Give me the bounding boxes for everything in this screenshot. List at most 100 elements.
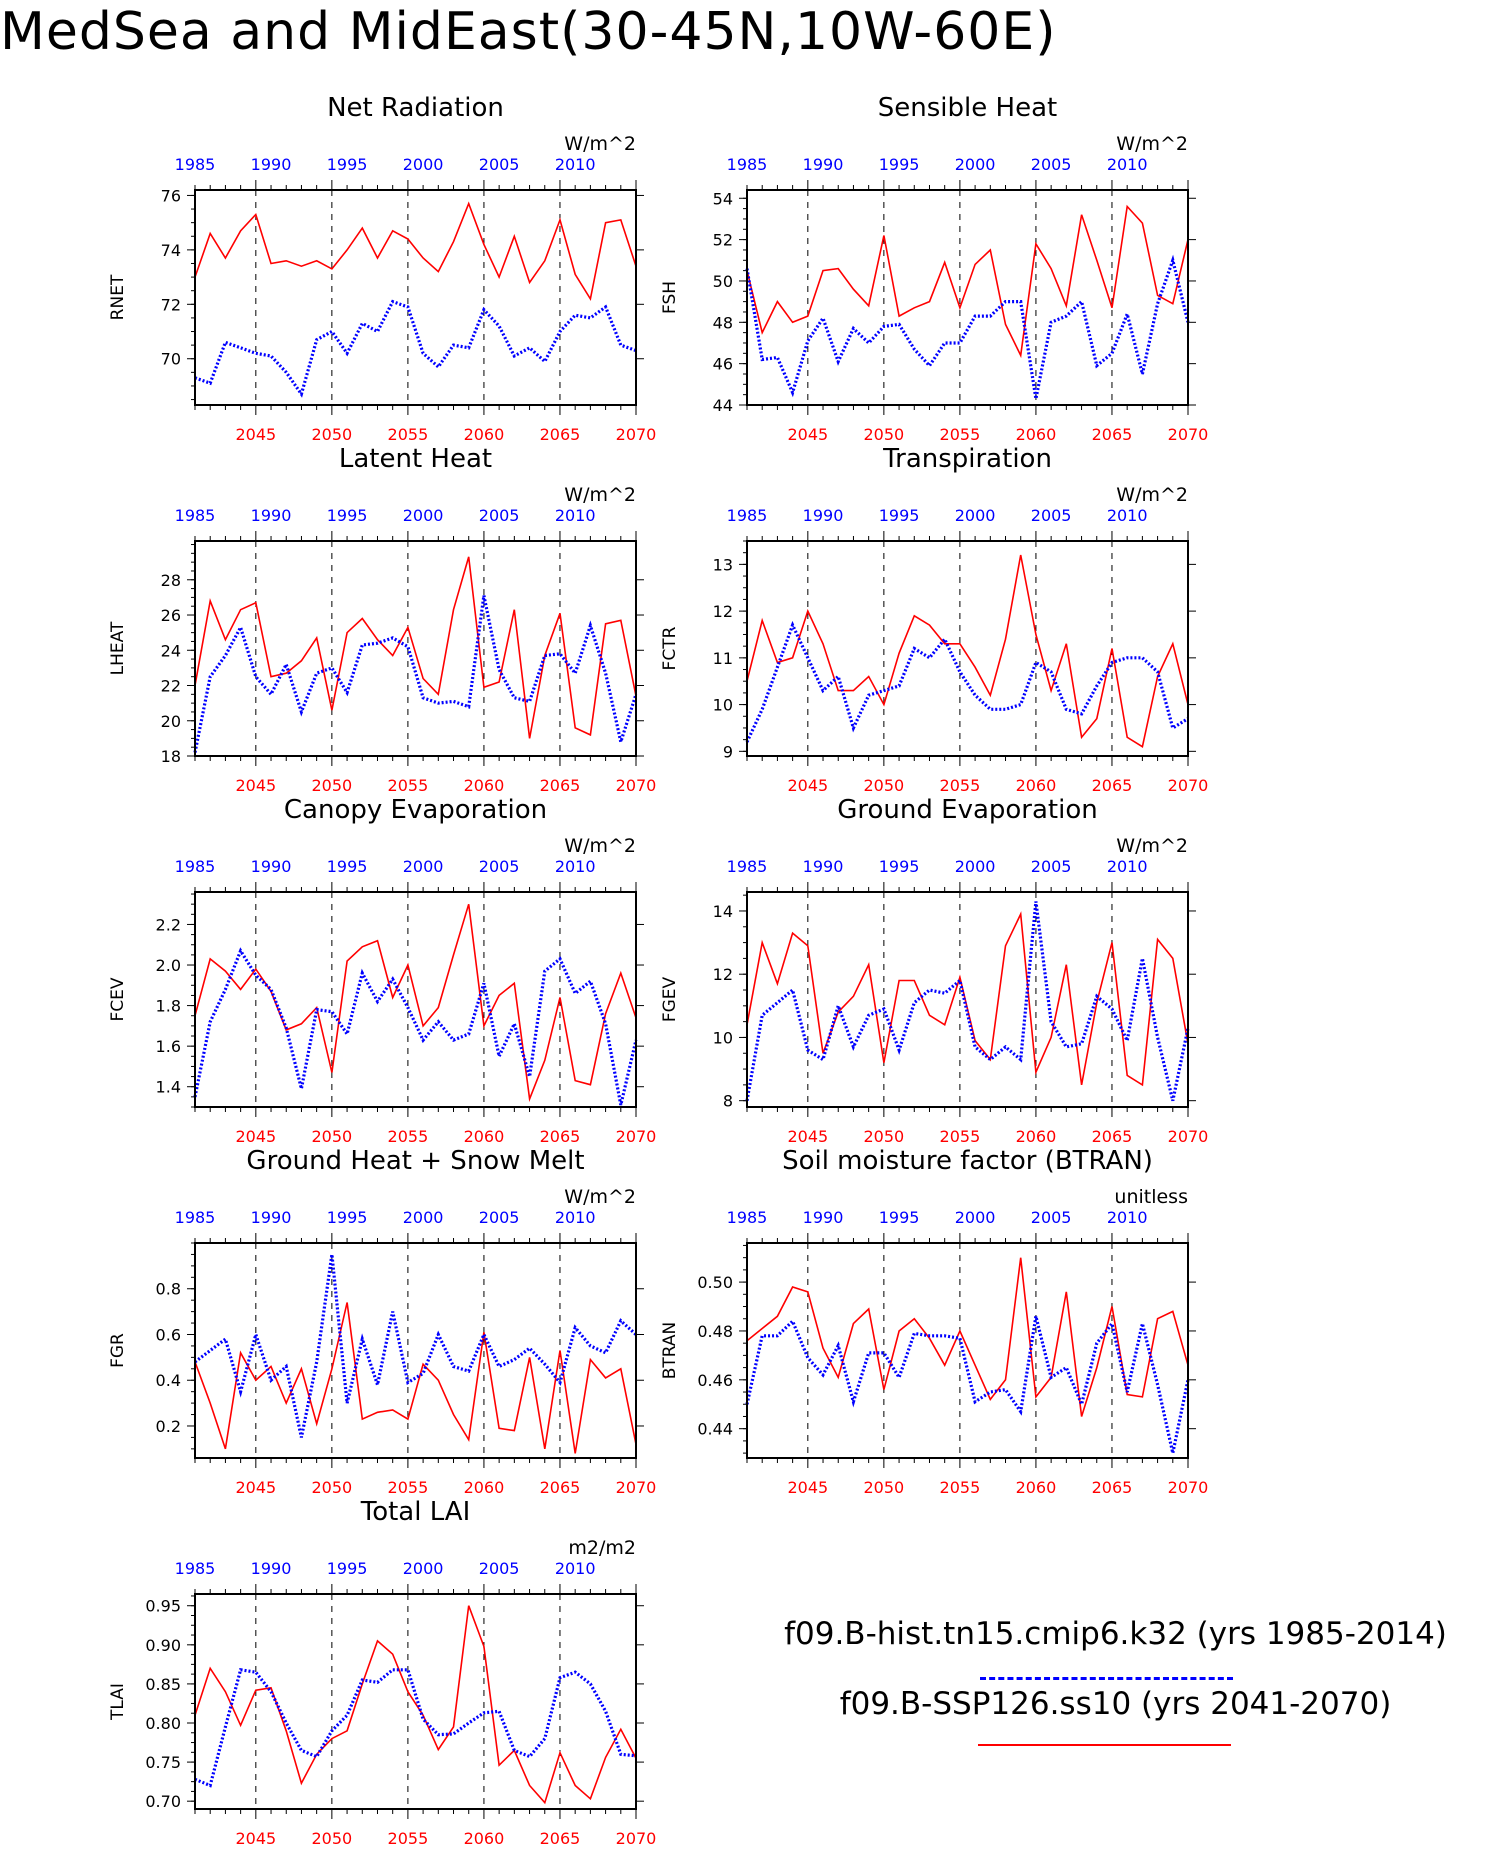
panel-5-top-tick-label: 1985 — [175, 857, 216, 876]
panel-6-series-ssp — [746, 911, 1189, 1087]
panel-2-units: W/m^2 — [1116, 133, 1188, 155]
panel-1-top-tick-label: 2000 — [403, 155, 444, 174]
panel-3-y-tick-label: 24 — [161, 641, 181, 660]
panel-5-series-ssp — [194, 903, 637, 1103]
panel-4-bottom-tick-label: 2070 — [1168, 776, 1209, 795]
panel-5-bottom-tick-label: 2055 — [388, 1127, 429, 1146]
panel-2-bottom-tick-label: 2060 — [1016, 425, 1057, 444]
panel-9-units: m2/m2 — [568, 1537, 636, 1559]
panel-9-bottom-tick-label: 2065 — [540, 1829, 581, 1848]
panel-5-y-tick-label: 1.6 — [156, 1037, 181, 1056]
panel-3-title: Latent Heat — [339, 444, 492, 474]
panel-4-y-tick-label: 13 — [713, 555, 733, 574]
panel-2-top-tick-label: 1990 — [803, 155, 844, 174]
panel-6-y-tick-label: 12 — [713, 965, 733, 984]
panel-7-bottom-tick-label: 2060 — [464, 1478, 505, 1497]
panel-6-top-tick-label: 1990 — [803, 857, 844, 876]
panel-1-title: Net Radiation — [327, 93, 504, 123]
panel-1-top-tick-label: 1985 — [175, 155, 216, 174]
panel-6-bottom-tick-label: 2050 — [864, 1127, 905, 1146]
panel-6-y-tick-label: 8 — [723, 1092, 733, 1111]
panel-1-y-tick-label: 70 — [161, 350, 181, 369]
panel-2-ylabel: FSH — [660, 281, 680, 314]
panel-9-bottom-tick-label: 2060 — [464, 1829, 505, 1848]
panel-5-y-tick-label: 2.0 — [156, 956, 181, 975]
panel-4-frame — [746, 540, 1189, 757]
panel-3-y-tick-label: 26 — [161, 606, 181, 625]
panel-2-y-tick-label: 50 — [713, 272, 733, 291]
panel-4-y-tick-label: 11 — [713, 649, 733, 668]
panel-2-top-tick-label: 2010 — [1107, 155, 1148, 174]
panel-1-top-tick-label: 2005 — [479, 155, 520, 174]
panel-2-title: Sensible Heat — [878, 93, 1057, 123]
panel-9-series-hist — [194, 1667, 637, 1788]
panel-8-series-hist — [745, 1315, 1190, 1454]
panel-6-series-hist — [745, 901, 1190, 1102]
panel-3-top-tick-label: 2005 — [479, 506, 520, 525]
panel-1-y-tick-label: 76 — [161, 186, 181, 205]
panel-2-y-tick-label: 48 — [713, 313, 733, 332]
panel-4-top-tick-label: 2000 — [955, 506, 996, 525]
panel-4-bottom-tick-label: 2050 — [864, 776, 905, 795]
panel-5-bottom-tick-label: 2065 — [540, 1127, 581, 1146]
panel-6-ylabel: FGEV — [660, 976, 680, 1022]
panel-1-bottom-tick-label: 2050 — [312, 425, 353, 444]
panel-5-frame — [194, 891, 637, 1108]
panel-7-bottom-tick-label: 2055 — [388, 1478, 429, 1497]
panel-3-y-tick-label: 18 — [161, 747, 181, 766]
panel-6-top-tick-label: 2010 — [1107, 857, 1148, 876]
panel-6-top-tick-label: 2005 — [1031, 857, 1072, 876]
panel-4-bottom-tick-label: 2045 — [787, 776, 828, 795]
panel-6-bottom-tick-label: 2060 — [1016, 1127, 1057, 1146]
panel-2-series-ssp — [746, 204, 1189, 359]
panel-2-top-tick-label: 2005 — [1031, 155, 1072, 174]
panel-5-units: W/m^2 — [564, 835, 636, 857]
panel-3-bottom-tick-label: 2065 — [540, 776, 581, 795]
panel-6-y-tick-label: 14 — [713, 902, 733, 921]
panel-6-bottom-tick-label: 2045 — [787, 1127, 828, 1146]
panel-3-bottom-tick-label: 2050 — [312, 776, 353, 795]
panel-7-bottom-tick-label: 2050 — [312, 1478, 353, 1497]
panel-7-top-tick-label: 2000 — [403, 1208, 444, 1227]
panel-6-bottom-tick-label: 2070 — [1168, 1127, 1209, 1146]
panel-9-y-tick-label: 0.80 — [145, 1714, 181, 1733]
panel-4-top-tick-label: 2010 — [1107, 506, 1148, 525]
panel-5-top-tick-label: 1990 — [251, 857, 292, 876]
panel-4-top-tick-label: 1995 — [879, 506, 920, 525]
panel-5-y-tick-label: 2.2 — [156, 915, 181, 934]
panel-8-frame — [746, 1242, 1189, 1459]
panel-8-y-tick-label: 0.44 — [697, 1420, 733, 1439]
panel-8-bottom-tick-label: 2070 — [1168, 1478, 1209, 1497]
panel-9-y-tick-label: 0.75 — [145, 1753, 181, 1772]
panel-9-series-ssp — [194, 1605, 637, 1805]
panel-4-units: W/m^2 — [1116, 484, 1188, 506]
panel-1-bottom-tick-label: 2045 — [235, 425, 276, 444]
panel-7-units: W/m^2 — [564, 1186, 636, 1208]
panel-4-top-tick-label: 1990 — [803, 506, 844, 525]
panel-7-title: Ground Heat + Snow Melt — [246, 1146, 584, 1176]
panel-7-top-tick-label: 2005 — [479, 1208, 520, 1227]
panel-3-series-hist — [193, 595, 638, 753]
panel-5-bottom-tick-label: 2070 — [616, 1127, 657, 1146]
panel-3-ylabel: LHEAT — [108, 621, 128, 675]
panel-4-y-tick-label: 10 — [713, 696, 733, 715]
panel-3-bottom-tick-label: 2060 — [464, 776, 505, 795]
panel-6-top-tick-label: 2000 — [955, 857, 996, 876]
panel-1-bottom-tick-label: 2060 — [464, 425, 505, 444]
panel-3-bottom-tick-label: 2055 — [388, 776, 429, 795]
panel-3-y-tick-label: 20 — [161, 712, 181, 731]
panel-8-title: Soil moisture factor (BTRAN) — [782, 1146, 1153, 1176]
panel-9-bottom-tick-label: 2055 — [388, 1829, 429, 1848]
panel-2-series-hist — [745, 254, 1190, 400]
panel-8-units: unitless — [1114, 1186, 1188, 1208]
panel-1-frame — [194, 189, 637, 406]
panel-9-frame — [194, 1593, 637, 1810]
panel-7-series-hist — [194, 1254, 638, 1438]
panel-7-ylabel: FGR — [108, 1333, 128, 1368]
panel-2-y-tick-label: 54 — [713, 189, 733, 208]
page-title: MedSea and MidEast(30-45N,10W-60E) — [0, 2, 1057, 62]
panel-9-title: Total LAI — [360, 1497, 471, 1527]
panel-3-top-tick-label: 2010 — [555, 506, 596, 525]
panel-3-top-tick-label: 2000 — [403, 506, 444, 525]
panel-4-ylabel: FCTR — [660, 626, 680, 670]
